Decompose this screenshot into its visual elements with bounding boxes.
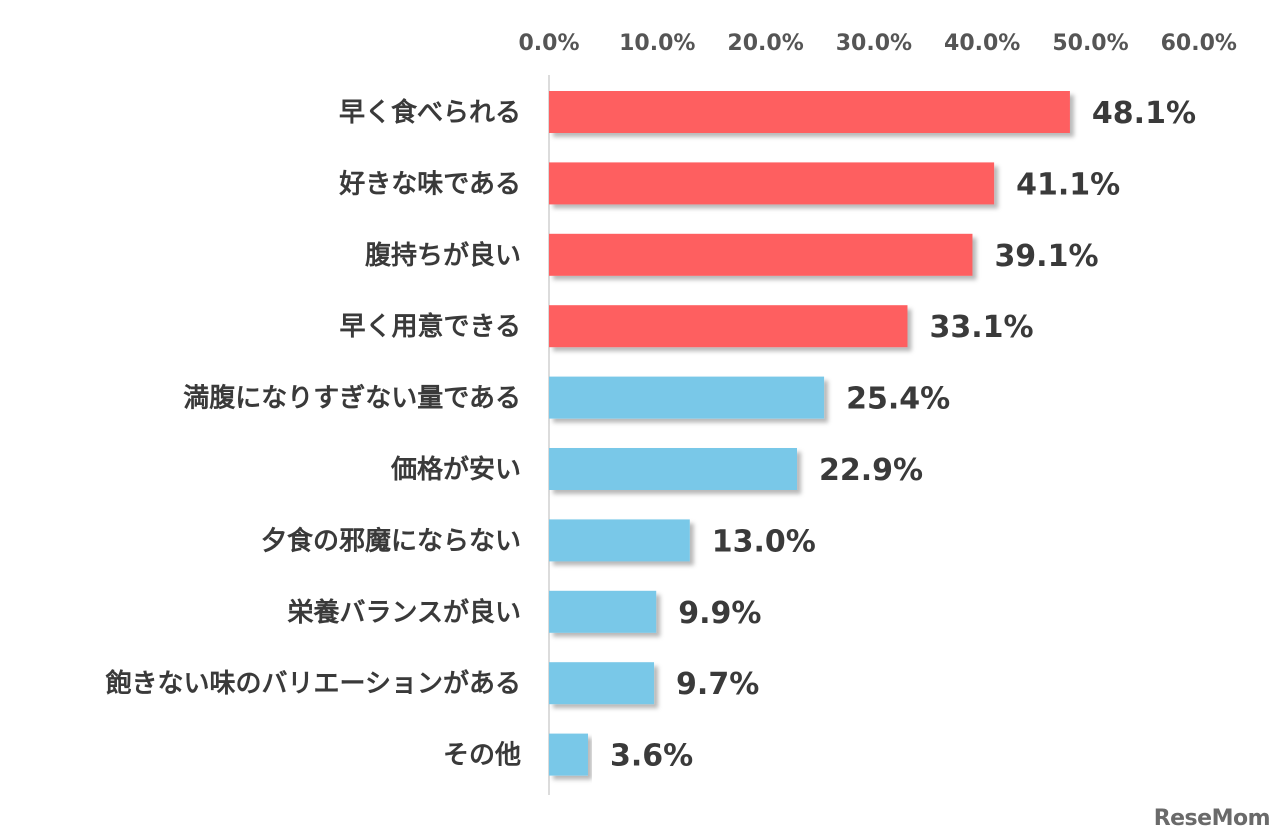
bar [549,519,690,562]
bar [549,233,973,276]
x-axis-ticks: 0.0% 10.0% 20.0% 30.0% 40.0% 50.0% 60.0% [518,31,1236,56]
x-tick-label: 40.0% [944,31,1020,56]
x-tick-label: 10.0% [619,31,695,56]
value-label: 25.4% [846,382,950,417]
value-label: 41.1% [1016,167,1120,202]
category-label: 満腹になりすぎない量である [183,383,521,414]
bar [549,590,657,633]
category-label: その他 [443,741,521,771]
value-label: 48.1% [1092,96,1196,131]
category-label: 夕食の邪魔にならない [261,525,521,556]
value-label: 13.0% [712,524,816,559]
category-label: 好きな味である [338,169,521,199]
bar [549,733,588,776]
x-tick-label: 20.0% [727,31,803,56]
bar [549,162,995,205]
category-label: 栄養バランスが良い [287,597,521,628]
bar [549,305,908,348]
bar [549,91,1070,133]
category-label: 早く用意できる [340,311,521,342]
bar [549,448,798,490]
bar [549,662,655,705]
value-label: 9.9% [678,596,761,631]
category-labels: 早く食べられる好きな味である腹持ちが良い早く用意できる満腹になりすぎない量である… [106,97,521,771]
category-label: 腹持ちが良い [364,240,521,271]
category-label: 価格が安い [390,454,521,485]
bar [549,376,825,419]
bars [549,91,1070,776]
resemom-logo: ReseMom [1153,806,1271,831]
value-label: 33.1% [929,310,1033,345]
value-label: 3.6% [610,739,693,774]
x-tick-label: 30.0% [836,31,912,56]
x-tick-label: 0.0% [518,31,579,56]
x-tick-label: 50.0% [1052,31,1128,56]
value-label: 9.7% [676,667,759,702]
x-tick-label: 60.0% [1161,31,1237,56]
value-labels: 48.1% 41.1% 39.1% 33.1% 25.4% 22.9% 13.0% 9.9% 9… [610,96,1196,774]
value-label: 39.1% [994,239,1098,274]
category-label: 早く食べられる [339,97,521,128]
category-label: 飽きない味のバリエーションがある [106,668,521,699]
value-label: 22.9% [819,453,923,488]
